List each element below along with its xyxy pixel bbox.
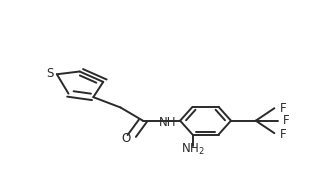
Text: NH: NH — [158, 116, 176, 129]
Text: S: S — [47, 67, 54, 80]
Text: NH$_2$: NH$_2$ — [180, 141, 204, 157]
Text: F: F — [280, 128, 287, 141]
Text: O: O — [122, 132, 131, 145]
Text: F: F — [283, 114, 289, 127]
Text: F: F — [280, 102, 287, 115]
